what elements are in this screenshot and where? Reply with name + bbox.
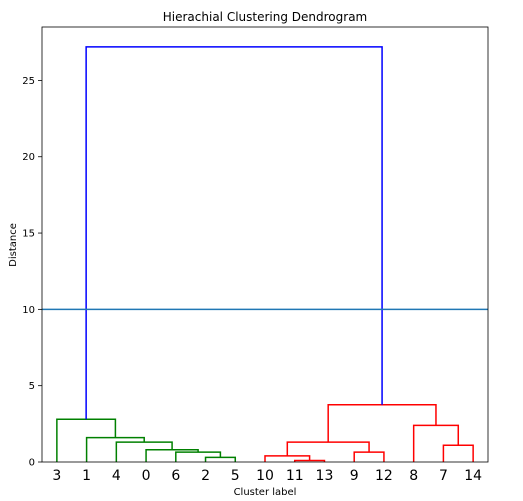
dendrogram-link bbox=[286, 441, 370, 456]
dendrogram-link bbox=[115, 441, 173, 462]
dendrogram-link bbox=[264, 455, 311, 462]
x-tick-label: 0 bbox=[142, 468, 151, 484]
x-tick-label: 12 bbox=[375, 468, 393, 484]
y-tick-label: 5 bbox=[29, 381, 35, 392]
chart-title: Hierachial Clustering Dendrogram bbox=[163, 10, 367, 24]
y-tick-label: 25 bbox=[22, 76, 35, 87]
x-tick-label: 8 bbox=[409, 468, 418, 484]
dendrogram-link bbox=[412, 424, 460, 462]
x-tick-label: 7 bbox=[439, 468, 448, 484]
x-tick-label: 14 bbox=[464, 468, 482, 484]
dendrogram-link bbox=[175, 451, 222, 462]
x-tick-label: 9 bbox=[350, 468, 359, 484]
x-tick-label: 10 bbox=[256, 468, 274, 484]
x-tick-label: 3 bbox=[52, 468, 61, 484]
x-axis: 3 1 4 0 6 2 5 10 11 13 9 12 8 7 14 bbox=[52, 468, 482, 484]
y-tick-label: 10 bbox=[22, 305, 35, 316]
plot-frame bbox=[41, 26, 489, 463]
y-axis: 0 5 10 15 20 25 bbox=[22, 76, 42, 469]
x-tick-label: 11 bbox=[286, 468, 304, 484]
x-tick-label: 5 bbox=[231, 468, 240, 484]
y-tick-label: 20 bbox=[22, 152, 35, 163]
dendrogram-link bbox=[353, 451, 385, 462]
dendrogram-link bbox=[327, 404, 437, 443]
x-tick-label: 6 bbox=[171, 468, 180, 484]
dendrogram-link bbox=[204, 456, 237, 462]
x-tick-label: 2 bbox=[201, 468, 210, 484]
y-tick-label: 15 bbox=[22, 229, 35, 240]
x-tick-label: 13 bbox=[316, 468, 334, 484]
dendrogram-links bbox=[56, 46, 474, 462]
x-axis-label: Cluster label bbox=[234, 487, 297, 498]
dendrogram-link bbox=[85, 46, 383, 420]
dendrogram-link bbox=[442, 444, 474, 462]
dendrogram-link bbox=[293, 459, 326, 462]
y-axis-label: Distance bbox=[8, 223, 19, 267]
dendrogram-link bbox=[85, 436, 145, 462]
x-tick-label: 4 bbox=[112, 468, 121, 484]
x-tick-label: 1 bbox=[82, 468, 91, 484]
y-tick-label: 0 bbox=[29, 458, 35, 469]
